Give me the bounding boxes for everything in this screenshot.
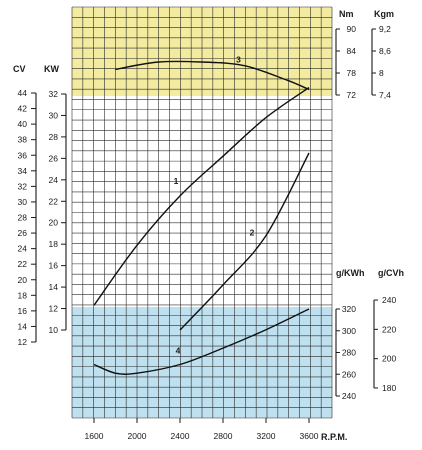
curve-1-label: 1 (174, 176, 179, 186)
x-tick-label: 3600 (300, 431, 319, 441)
gkwh-tick-label: 320 (342, 304, 356, 314)
kw-tick-label: 20 (49, 218, 59, 228)
cv-tick-label: 42 (18, 104, 28, 114)
kgm-tick-label: 8,6 (379, 46, 391, 56)
curve-2-label: 2 (250, 228, 255, 238)
kw-axis-label: KW (44, 64, 59, 74)
kw-tick-label: 32 (49, 89, 59, 99)
cv-tick-label: 38 (18, 135, 28, 145)
nm-tick-label: 72 (347, 90, 357, 100)
cv-tick-label: 20 (18, 275, 28, 285)
kgm-tick-label: 9,2 (379, 24, 391, 34)
kw-tick-label: 16 (49, 261, 59, 271)
gkwh-tick-label: 300 (342, 326, 356, 336)
cv-tick-label: 24 (18, 244, 28, 254)
kgm-axis-label: Kgm (374, 9, 394, 19)
gkwh-tick-label: 280 (342, 348, 356, 358)
gkwh-axis-label: g/KWh (336, 268, 365, 278)
kw-tick-label: 14 (49, 282, 59, 292)
kw-tick-label: 26 (49, 153, 59, 163)
x-tick-label: 2400 (171, 431, 190, 441)
cv-tick-label: 44 (18, 88, 28, 98)
x-tick-label: 1600 (85, 431, 104, 441)
cv-tick-label: 32 (18, 181, 28, 191)
gcvh-axis-label: g/CVh (378, 268, 404, 278)
kw-tick-label: 28 (49, 132, 59, 142)
kw-tick-label: 22 (49, 196, 59, 206)
cv-tick-label: 22 (18, 259, 28, 269)
x-tick-label: 2000 (128, 431, 147, 441)
performance-curves: 1 2 3 4 (93, 55, 310, 375)
gcvh-tick-label: 220 (382, 324, 396, 334)
gcvh-tick-label: 200 (382, 354, 396, 364)
x-tick-label: 2800 (214, 431, 233, 441)
cv-tick-label: 30 (18, 197, 28, 207)
kw-tick-label: 10 (49, 325, 59, 335)
cv-tick-label: 40 (18, 119, 28, 129)
curve-3-line (115, 60, 310, 91)
kw-tick-label: 30 (49, 110, 59, 120)
curve-3-label: 3 (236, 55, 241, 65)
cv-tick-label: 14 (18, 321, 28, 331)
x-tick-label: 3200 (257, 431, 276, 441)
cv-axis-label: CV (13, 64, 26, 74)
curve-2-line (179, 152, 310, 331)
curve-1-line (93, 87, 310, 306)
cv-tick-label: 26 (18, 228, 28, 238)
nm-tick-label: 90 (347, 24, 357, 34)
gcvh-tick-label: 180 (382, 383, 396, 393)
cv-tick-label: 12 (18, 337, 28, 347)
gcvh-tick-label: 240 (382, 295, 396, 305)
curve-4-line (93, 308, 310, 375)
kgm-tick-label: 7,4 (379, 90, 391, 100)
cv-tick-label: 16 (18, 306, 28, 316)
x-axis-label: R.P.M. (321, 432, 347, 442)
kw-tick-label: 12 (49, 304, 59, 314)
cv-tick-label: 28 (18, 213, 28, 223)
gkwh-tick-label: 240 (342, 391, 356, 401)
kw-tick-label: 18 (49, 239, 59, 249)
nm-tick-label: 84 (347, 46, 357, 56)
curve-4-label: 4 (176, 345, 181, 355)
nm-tick-label: 78 (347, 68, 357, 78)
cv-tick-label: 34 (18, 166, 28, 176)
kgm-tick-label: 8 (379, 68, 384, 78)
gkwh-tick-label: 260 (342, 369, 356, 379)
cv-tick-label: 36 (18, 150, 28, 160)
cv-tick-label: 18 (18, 290, 28, 300)
chart-axes: 4442403836343230282624222018161412323028… (18, 24, 397, 441)
kw-tick-label: 24 (49, 175, 59, 185)
nm-axis-label: Nm (339, 9, 354, 19)
